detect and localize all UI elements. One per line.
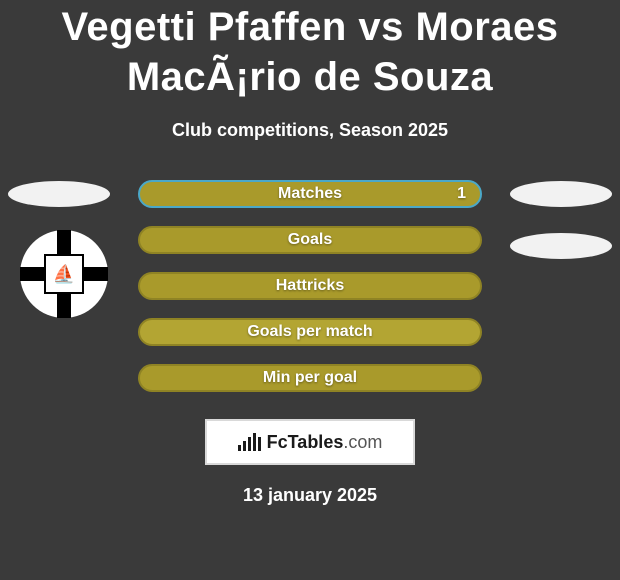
stat-row: Min per goal xyxy=(0,355,620,401)
stat-label: Goals xyxy=(288,231,332,249)
brand-name: FcTables xyxy=(267,432,344,452)
stat-bar: Hattricks xyxy=(138,272,482,300)
left-value-oval xyxy=(8,181,110,207)
badge-center-icon: ⛵ xyxy=(44,254,84,294)
chart-icon xyxy=(238,433,261,451)
stat-bar: Goals per match xyxy=(138,318,482,346)
right-value-oval xyxy=(510,233,612,259)
stat-label: Min per goal xyxy=(263,369,357,387)
date-text: 13 january 2025 xyxy=(0,485,620,506)
stat-value-right: 1 xyxy=(457,185,466,203)
stat-bar: Min per goal xyxy=(138,364,482,392)
club-badge: ⛵ xyxy=(20,230,120,316)
stat-label: Matches xyxy=(278,185,342,203)
stat-label: Goals per match xyxy=(247,323,372,341)
stat-bar: Matches 1 xyxy=(138,180,482,208)
branding-box: FcTables.com xyxy=(205,419,415,465)
stat-label: Hattricks xyxy=(276,277,344,295)
brand-suffix: .com xyxy=(343,432,382,452)
page-title: Vegetti Pfaffen vs Moraes MacÃ¡rio de So… xyxy=(0,2,620,102)
stat-bar: Goals xyxy=(138,226,482,254)
right-value-oval xyxy=(510,181,612,207)
comparison-card: Vegetti Pfaffen vs Moraes MacÃ¡rio de So… xyxy=(0,2,620,580)
brand-text: FcTables.com xyxy=(267,432,383,453)
page-subtitle: Club competitions, Season 2025 xyxy=(0,120,620,141)
stat-row: Matches 1 xyxy=(0,171,620,217)
badge-circle: ⛵ xyxy=(20,230,108,318)
